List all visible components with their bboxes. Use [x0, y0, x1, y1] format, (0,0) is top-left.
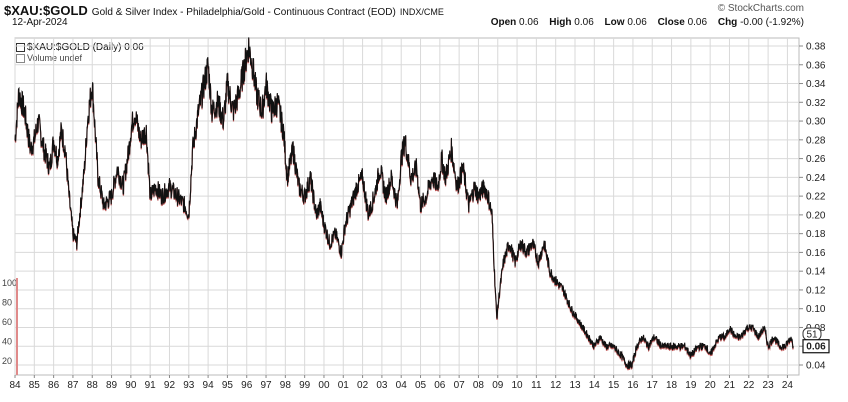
x-tick-label: 04	[396, 380, 408, 391]
x-tick-label: 95	[222, 380, 234, 391]
y-tick-label: 0.20	[806, 210, 826, 221]
y-tick-label: 0.16	[806, 248, 826, 259]
x-tick-label: 99	[299, 380, 311, 391]
x-tick-label: 19	[685, 380, 697, 391]
x-tick-label: 93	[183, 380, 195, 391]
x-tick-label: 10	[512, 380, 524, 391]
y-tick-label: 0.18	[806, 229, 826, 240]
quote-date: 12-Apr-2024	[12, 17, 68, 28]
x-tick-label: 16	[627, 380, 639, 391]
x-tick-label: 20	[705, 380, 717, 391]
x-tick-label: 97	[260, 380, 272, 391]
x-tick-label: 07	[454, 380, 466, 391]
x-tick-label: 14	[589, 380, 601, 391]
x-tick-label: 11	[531, 380, 542, 391]
x-tick-label: 85	[29, 380, 41, 391]
y-tick-label: 0.24	[806, 173, 826, 184]
x-tick-label: 86	[48, 380, 60, 391]
marker-label: 51	[806, 330, 818, 341]
last-price-label: 0.06	[806, 342, 826, 353]
x-tick-label: 96	[241, 380, 253, 391]
x-tick-label: 91	[145, 380, 157, 391]
x-tick-label: 15	[608, 380, 620, 391]
volume-tick-label: 100	[2, 278, 17, 288]
brand-label[interactable]: © StockCharts.com	[717, 3, 804, 14]
price-legend-label: $XAU:$GOLD (Daily) 0.06	[27, 42, 144, 53]
x-tick-label: 87	[67, 380, 79, 391]
x-tick-label: 21	[724, 380, 736, 391]
x-tick-label: 89	[106, 380, 118, 391]
high-label: High	[549, 17, 572, 28]
volume-tick-label: 60	[2, 317, 12, 327]
y-tick-label: 0.34	[806, 79, 826, 90]
y-tick-label: 0.30	[806, 117, 826, 128]
chg-value: -0.00 (-1.92%)	[740, 17, 804, 28]
symbol-description: Gold & Silver Index - Philadelphia/Gold …	[91, 7, 396, 18]
x-tick-label: 84	[9, 380, 21, 391]
symbol-title: $XAU:$GOLD	[4, 3, 88, 18]
high-value: 0.06	[574, 17, 594, 28]
x-tick-label: 01	[338, 380, 350, 391]
x-tick-label: 92	[164, 380, 176, 391]
x-tick-label: 06	[434, 380, 446, 391]
y-tick-label: 0.04	[806, 361, 826, 372]
x-tick-label: 02	[357, 380, 369, 391]
price-legend-swatch-icon	[16, 42, 25, 52]
y-tick-label: 0.12	[806, 285, 826, 296]
volume-legend: Volume undef	[16, 53, 83, 64]
x-tick-label: 90	[125, 380, 137, 391]
volume-legend-swatch-icon	[16, 54, 25, 64]
price-series-shadow	[14, 38, 794, 371]
y-tick-label: 0.10	[806, 304, 826, 315]
x-tick-label: 00	[318, 380, 330, 391]
open-label: Open	[490, 17, 517, 28]
y-tick-label: 0.36	[806, 60, 826, 71]
x-tick-label: 09	[492, 380, 504, 391]
volume-legend-label: Volume undef	[27, 53, 83, 63]
x-tick-label: 23	[763, 380, 775, 391]
last-price-box	[802, 339, 830, 354]
volume-tick-label: 20	[2, 356, 12, 366]
low-value: 0.06	[627, 17, 647, 28]
x-tick-label: 03	[376, 380, 388, 391]
price-series-line	[14, 37, 794, 369]
x-tick-label: 88	[87, 380, 99, 391]
plot-frame	[14, 37, 800, 376]
exchange-label: INDX/CME	[399, 7, 444, 17]
x-tick-label: 17	[647, 380, 659, 391]
low-label: Low	[604, 17, 625, 28]
chart-header: $XAU:$GOLD Gold & Silver Index - Philadel…	[4, 2, 444, 20]
close-value: 0.06	[687, 17, 708, 28]
ohlc-readout: Open 0.06 High 0.06 Low 0.06 Close 0.06 …	[483, 17, 804, 28]
y-tick-label: 0.38	[806, 42, 826, 53]
y-tick-label: 0.22	[806, 192, 826, 203]
open-value: 0.06	[519, 17, 539, 28]
x-tick-label: 05	[415, 380, 427, 391]
y-tick-label: 0.32	[806, 98, 826, 109]
price-legend: $XAU:$GOLD (Daily) 0.06	[16, 42, 144, 53]
y-tick-label: 0.14	[806, 267, 826, 278]
volume-bar	[16, 278, 18, 375]
x-tick-label: 94	[203, 380, 215, 391]
x-tick-label: 22	[743, 380, 755, 391]
x-tick-label: 08	[473, 380, 485, 391]
y-tick-label: 0.28	[806, 135, 826, 146]
x-tick-label: 13	[569, 380, 581, 391]
x-tick-label: 18	[666, 380, 678, 391]
chg-label: Chg	[717, 17, 738, 28]
x-tick-label: 12	[550, 380, 562, 391]
volume-tick-label: 40	[2, 337, 12, 347]
x-tick-label: 24	[782, 380, 794, 391]
volume-tick-label: 80	[2, 298, 12, 308]
close-label: Close	[657, 17, 685, 28]
x-tick-label: 98	[280, 380, 292, 391]
y-tick-label: 0.26	[806, 154, 826, 165]
